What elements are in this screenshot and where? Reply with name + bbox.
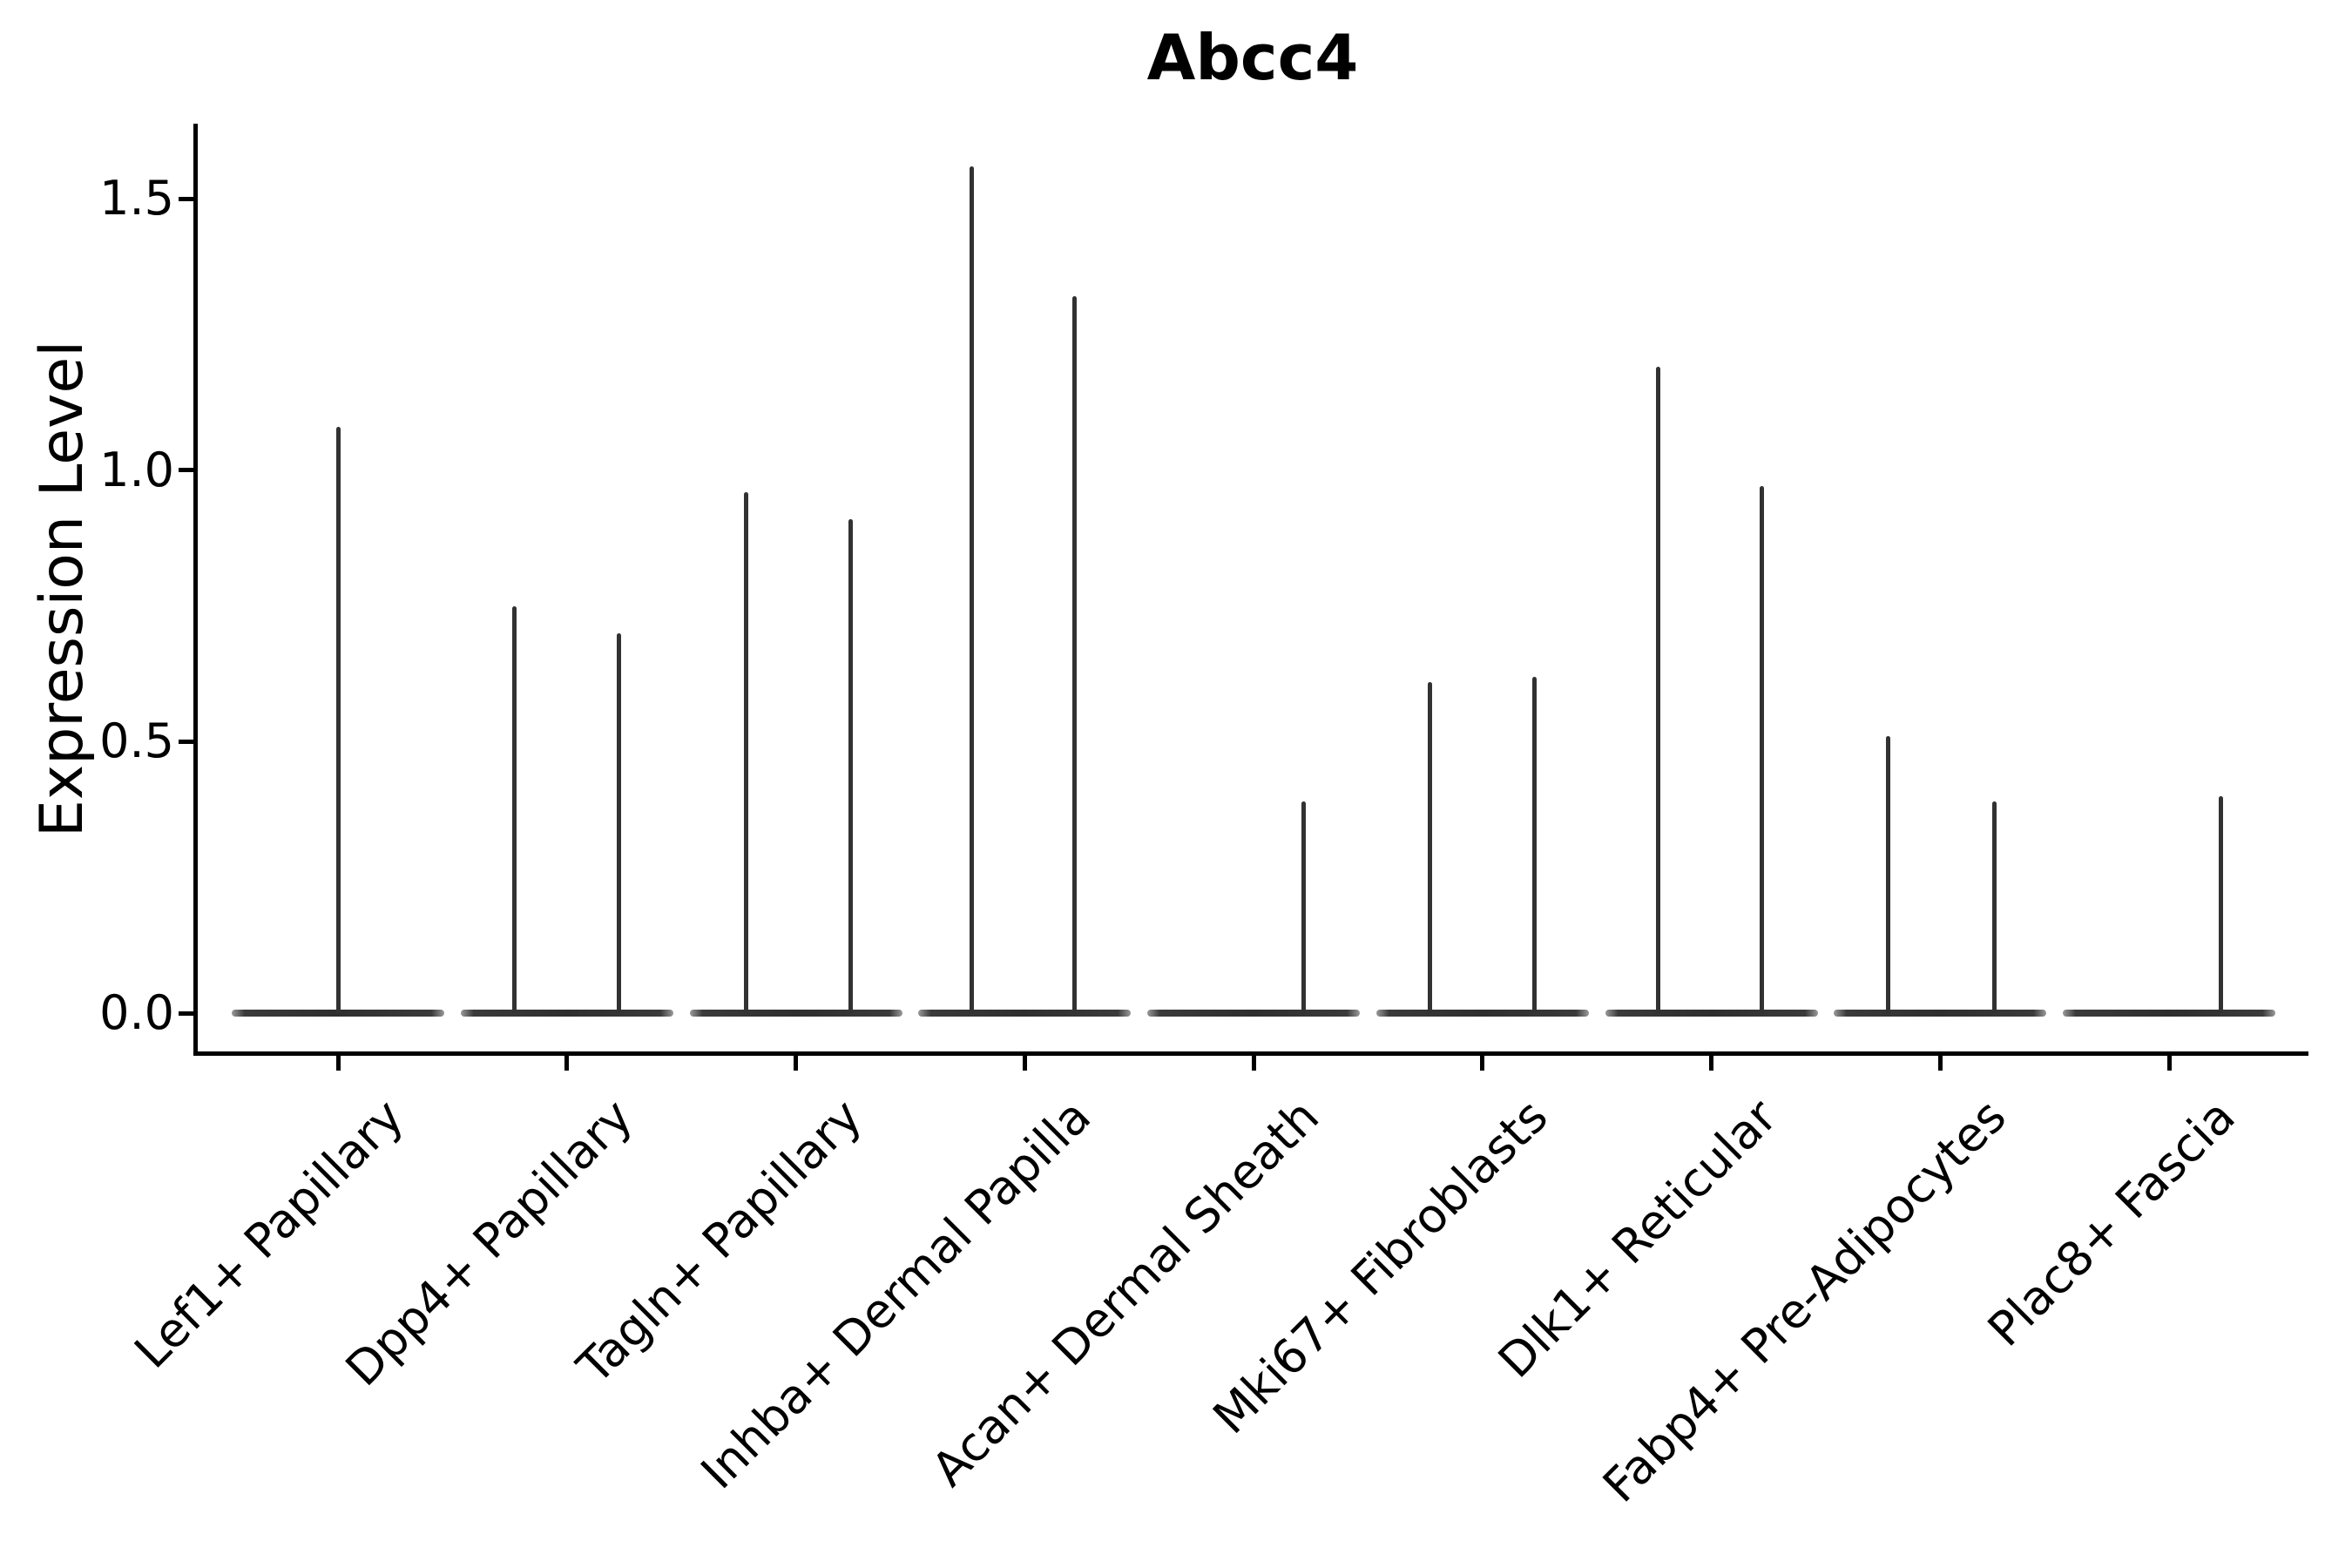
- violin-spike: [1885, 736, 1890, 1013]
- y-axis-spine: [193, 124, 198, 1056]
- x-tick-label: Fabp4+ Pre-Adipocytes: [1592, 1088, 2017, 1513]
- violin-baseline: [918, 1010, 1132, 1017]
- x-tick-mark: [1251, 1056, 1256, 1071]
- violin-spike: [1428, 681, 1433, 1013]
- violin-baseline: [2063, 1010, 2275, 1017]
- violin-spike: [512, 605, 517, 1013]
- plot-title: Abcc4: [1146, 21, 1359, 94]
- violin-baseline: [689, 1010, 902, 1017]
- violin-baseline: [1605, 1010, 1818, 1017]
- violin-baseline: [1834, 1010, 2047, 1017]
- x-tick-label: Inhba+ Dermal Papilla: [690, 1088, 1101, 1500]
- y-tick-mark: [179, 1010, 193, 1016]
- y-tick-mark: [179, 196, 193, 201]
- violin-spike: [1760, 486, 1764, 1013]
- y-tick-label: 1.0: [99, 442, 174, 497]
- violin-baseline: [232, 1010, 444, 1017]
- x-tick-mark: [1480, 1056, 1485, 1071]
- x-tick-mark: [564, 1056, 570, 1071]
- violin-baseline: [1375, 1010, 1589, 1017]
- violin-spike: [1071, 296, 1077, 1013]
- violin-spike: [335, 426, 341, 1013]
- y-tick-label: 0.0: [99, 985, 174, 1040]
- violin-spike: [744, 491, 748, 1013]
- violin-spike: [617, 632, 622, 1013]
- violin-spike: [969, 166, 974, 1013]
- y-tick-label: 1.5: [99, 171, 174, 226]
- violin-baseline: [1147, 1010, 1360, 1017]
- x-tick-mark: [335, 1056, 341, 1071]
- x-tick-mark: [1709, 1056, 1713, 1071]
- violin-spike: [1656, 367, 1660, 1013]
- y-tick-mark: [179, 468, 193, 473]
- x-axis-spine: [193, 1051, 2308, 1056]
- violin-spike: [1532, 676, 1538, 1013]
- x-tick-mark: [794, 1056, 798, 1071]
- y-tick-mark: [179, 739, 193, 744]
- violin-spike: [1301, 801, 1306, 1013]
- violin-spike: [2218, 795, 2223, 1013]
- violin-baseline: [460, 1010, 673, 1017]
- x-tick-label: Plac8+ Fascia: [1977, 1088, 2246, 1357]
- y-tick-label: 0.5: [99, 713, 174, 769]
- violin-spike: [1991, 801, 1997, 1013]
- x-tick-mark: [1022, 1056, 1027, 1071]
- violin-spike: [848, 518, 853, 1013]
- x-tick-label: Acan+ Dermal Sheath: [921, 1088, 1330, 1497]
- x-tick-mark: [1937, 1056, 1943, 1071]
- x-tick-mark: [2166, 1056, 2172, 1071]
